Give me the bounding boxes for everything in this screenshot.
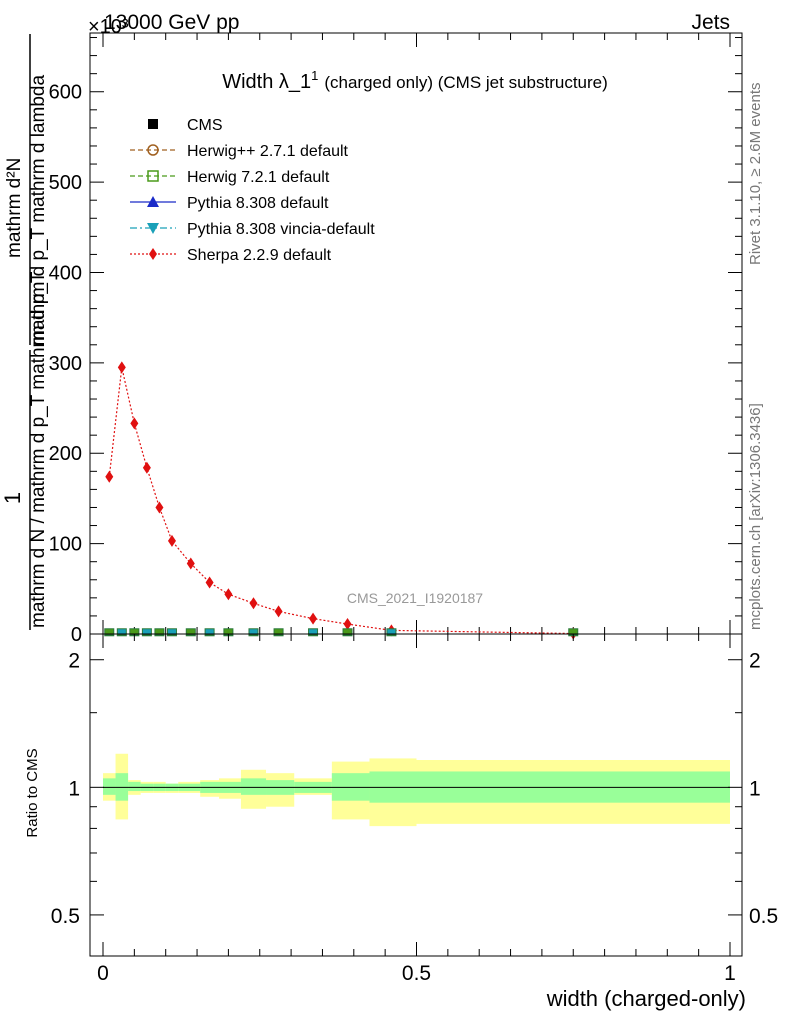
sherpa-point [274,605,283,618]
ratio-stat-band [103,778,116,795]
y-label-numerator: mathrm d²N [4,158,25,258]
ratio-y-tick-label: 0.5 [51,905,80,928]
y-tick-label: 400 [49,262,82,284]
sherpa-point [343,618,352,631]
ratio-y-label: Ratio to CMS [24,748,41,837]
sherpa-point [117,361,126,374]
legend-entry: CMS [148,117,223,134]
energy-label: 13000 GeV pp [104,11,239,34]
ratio-y-tick-label-right: 2 [749,650,761,673]
sherpa-point [130,417,139,430]
rivet-label: Rivet 3.1.10, ≥ 2.6M events [747,83,764,266]
ratio-bands [103,753,730,827]
y-tick-label: 500 [49,172,82,194]
ratio-stat-band [128,781,141,792]
mc-point-overlay [186,629,195,635]
y-tick-label: 600 [49,82,82,104]
sherpa-point [205,576,214,589]
ratio-y-tick-label-right: 0.5 [749,905,778,928]
main-y-axis-label: 1 mathrm d N / mathrm d p_T mathrm d p_T… [0,34,49,630]
mc-point-overlay [224,629,233,635]
legend-entry: Sherpa 2.2.9 default [130,247,332,264]
legend-entry: Herwig++ 2.7.1 default [130,143,349,160]
ratio-stat-band [240,778,267,795]
y-tick-label: 100 [49,534,82,556]
mc-point-overlay [205,629,214,635]
y-tick-label: 200 [49,443,82,465]
sherpa-point [155,501,164,514]
mc-point-overlay [117,629,126,635]
legend-label: CMS [187,117,223,134]
plot-title: Width λ_11 (charged only) (CMS jet substr… [222,68,608,93]
top-axis-ticks: 0 100 200 300 400 500 600 [49,33,742,646]
legend-marker [149,248,157,260]
sherpa-point [142,461,151,474]
title-rest: (charged only) (CMS jet substructure) [324,73,607,92]
y-tick-label: 300 [49,353,82,375]
legend-entry: Herwig 7.2.1 default [130,169,330,186]
mc-point-overlay [167,629,176,635]
legend-marker [147,144,159,156]
sherpa-point [249,597,258,610]
mc-point-overlay [155,629,164,635]
legend-marker [148,119,158,129]
legend-entry: Pythia 8.308 vincia-default [130,221,375,238]
mcplots-label: mcplots.cern.ch [arXiv:1306.3436] [747,403,764,630]
analysis-watermark: CMS_2021_I1920187 [347,590,483,606]
mc-point-overlay [249,629,258,635]
sherpa-point [167,534,176,547]
y-tick-label: 0 [71,624,82,646]
y-label-denominator: mathrm d p_T mathrm d lambda [28,75,49,346]
sherpa-point [186,557,195,570]
y-label-bottom: mathrm d N / mathrm d p_T mathrm d p_T [28,271,49,628]
top-panel: 0 100 200 300 400 500 600 Width λ_11 (charged o… [49,32,743,646]
x-tick-label: 1 [724,962,736,985]
legend-label: Herwig 7.2.1 default [187,169,330,186]
sherpa-line [108,367,574,635]
legend: CMS Herwig++ 2.7.1 default Herwig 7.2.1 de… [130,117,375,264]
sherpa-point [105,470,114,483]
mc-point-overlay [343,629,352,635]
legend-marker [147,170,159,182]
ratio-panel: 0.5 0.5 1 1 2 2 0 0.5 1 Ratio to CMS width (char… [24,633,778,1011]
top-series [104,361,579,640]
legend-label: Sherpa 2.2.9 default [187,247,332,264]
x-tick-label: 0 [97,962,109,985]
ratio-y-tick-label: 2 [68,650,80,673]
legend-label: Pythia 8.308 default [187,195,329,212]
mc-point-overlay [309,629,318,635]
mc-point-overlay [274,629,283,635]
mc-point-overlay [142,629,151,635]
legend-label: Herwig++ 2.7.1 default [187,143,349,160]
ratio-y-tick-label: 1 [68,777,80,800]
ratio-y-tick-label-right: 1 [749,777,761,800]
legend-label: Pythia 8.308 vincia-default [187,221,375,238]
sherpa-point [224,588,233,601]
title-main: Width λ_1 [222,71,311,93]
legend-marker [147,223,159,234]
sherpa-point [309,612,318,625]
process-label: Jets [691,11,730,34]
mc-point-overlay [569,629,578,635]
x-tick-label: 0.5 [402,962,431,985]
title-sup: 1 [311,68,318,83]
mc-point-overlay [105,629,114,635]
legend-marker [147,196,159,207]
y-label-top: 1 [0,492,25,504]
mc-point-overlay [130,629,139,635]
ratio-axis-ticks: 0.5 0.5 1 1 2 2 0 0.5 1 [51,634,778,985]
legend-entry: Pythia 8.308 default [130,195,329,212]
mc-point-overlay [387,629,396,635]
x-axis-label: width (charged-only) [546,986,746,1011]
